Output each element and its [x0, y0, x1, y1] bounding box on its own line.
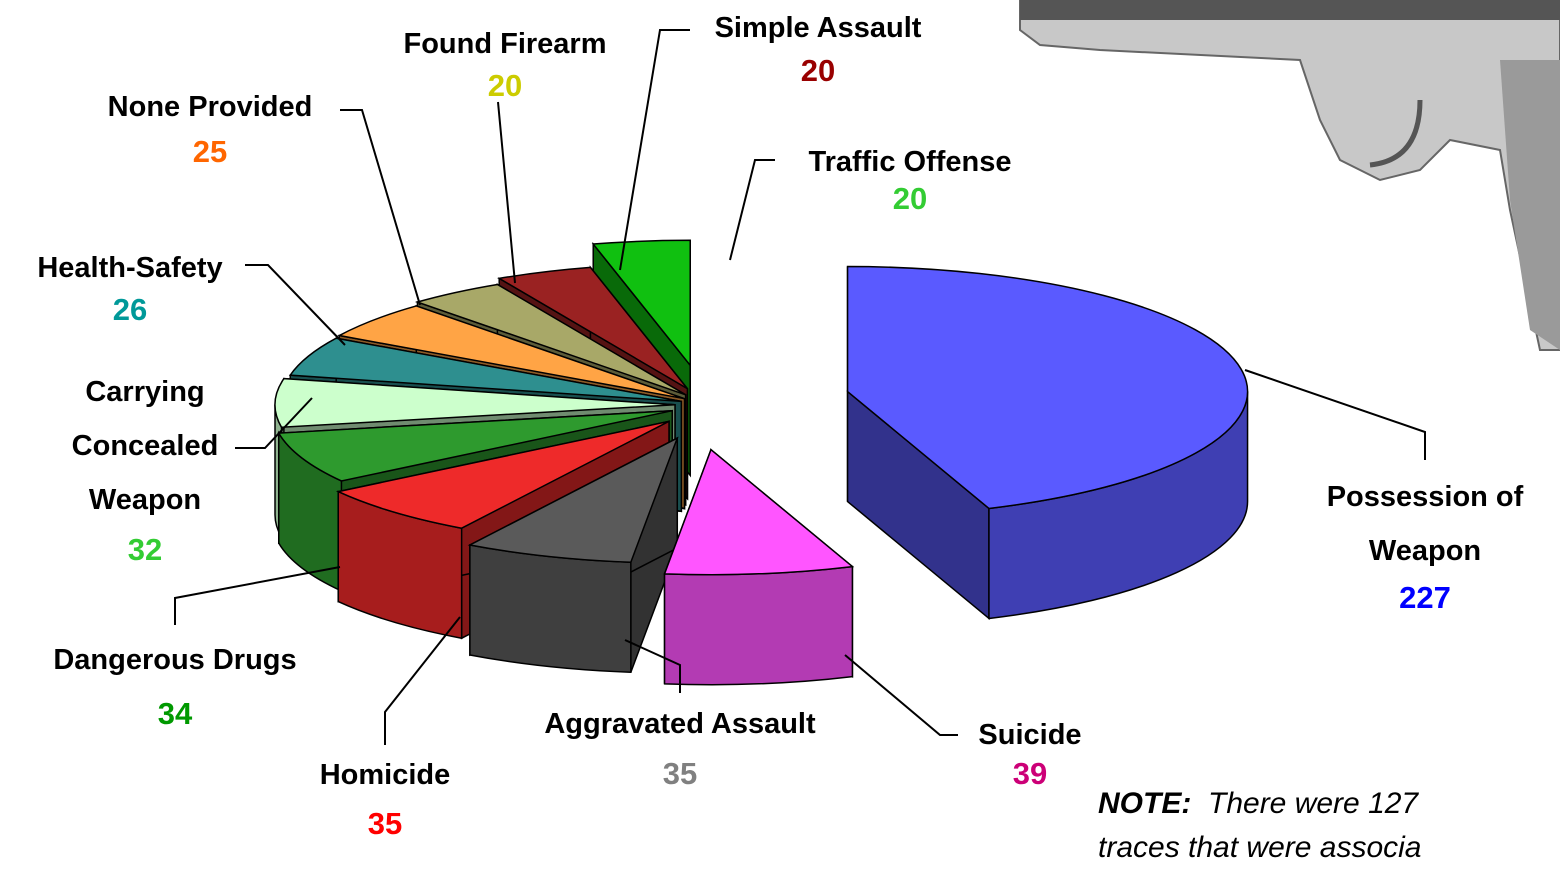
- note-line: NOTE: There were 127: [1098, 782, 1421, 826]
- leader-line: [1245, 370, 1425, 460]
- value-label: 35: [663, 756, 697, 792]
- slice-label: Possession of Weapon: [1310, 470, 1540, 578]
- value-label: 35: [368, 806, 402, 842]
- value-label: 20: [801, 53, 835, 89]
- value-label: 20: [893, 181, 927, 217]
- slice: [665, 450, 853, 575]
- note-text: There were 127: [1208, 787, 1418, 820]
- slice-label: Simple Assault: [715, 1, 922, 55]
- value-label: 32: [128, 532, 162, 568]
- page: NOTE: There were 127 traces that were as…: [0, 0, 1560, 843]
- leader-line: [498, 102, 515, 283]
- slice-wall: [665, 567, 853, 685]
- slice-label: Dangerous Drugs: [53, 633, 296, 687]
- slice-label: Suicide: [978, 708, 1081, 762]
- value-label: 39: [1013, 756, 1047, 792]
- slice-label: Carrying Concealed Weapon: [45, 365, 245, 527]
- value-label: 227: [1399, 580, 1451, 616]
- note: NOTE: There were 127 traces that were as…: [1098, 782, 1421, 870]
- slice-wall: [470, 545, 631, 672]
- note-label: NOTE:: [1098, 787, 1191, 820]
- value-label: 20: [488, 68, 522, 104]
- note-line: traces that were associa: [1098, 826, 1421, 870]
- leader-line: [620, 30, 690, 270]
- leader-line: [845, 655, 958, 735]
- slice-label: None Provided: [108, 80, 313, 134]
- slice-label: Aggravated Assault: [544, 697, 815, 751]
- leader-line: [245, 265, 345, 345]
- leader-line: [340, 110, 420, 305]
- value-label: 25: [193, 134, 227, 170]
- pie: [275, 240, 1248, 684]
- slice-label: Found Firearm: [403, 17, 606, 71]
- leader-line: [730, 160, 775, 260]
- value-label: 26: [113, 292, 147, 328]
- value-label: 34: [158, 696, 192, 732]
- slice-label: Homicide: [320, 748, 451, 802]
- slice-label: Health-Safety: [37, 241, 222, 295]
